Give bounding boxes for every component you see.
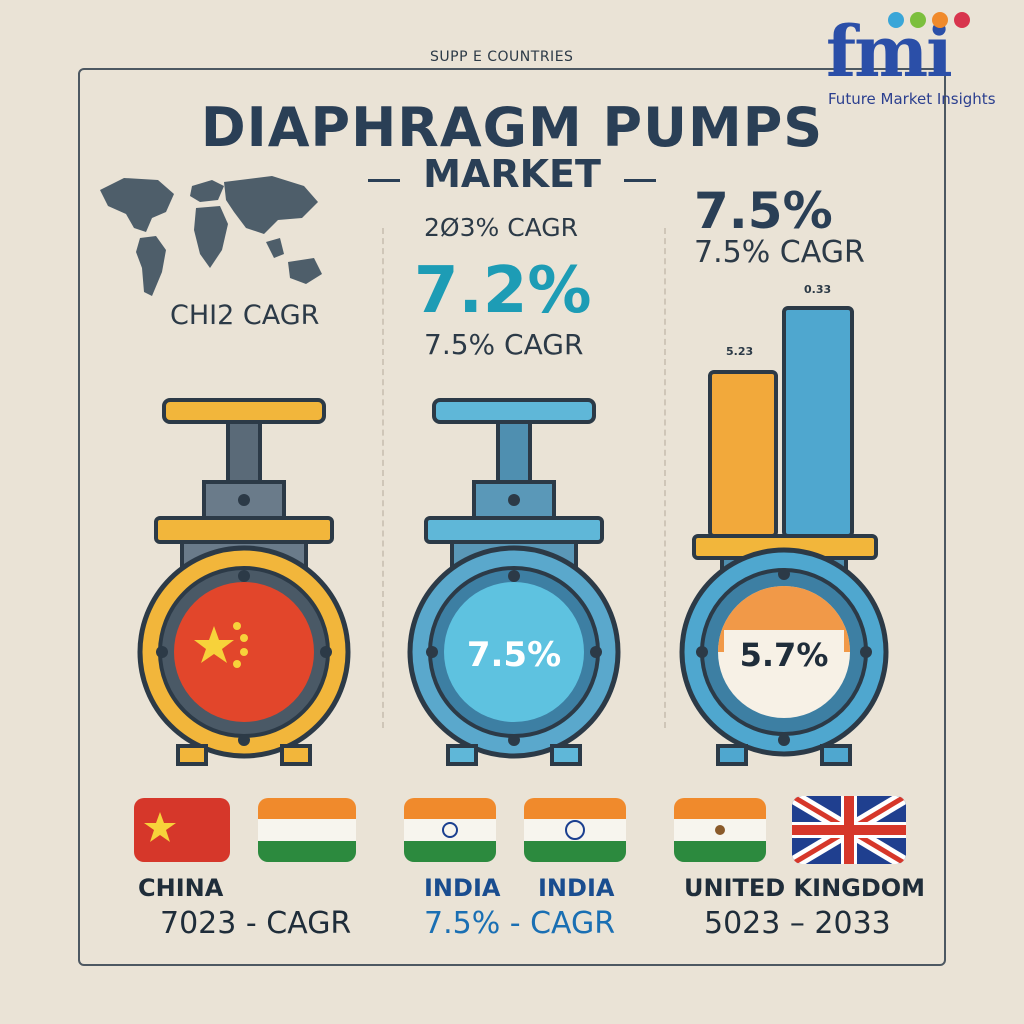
china-star-icon [144, 812, 176, 842]
uk-flag-icon [792, 796, 906, 864]
outer-frame [78, 68, 946, 966]
title-rule-left [368, 179, 400, 182]
page-title: DIAPHRAGM PUMPS [200, 96, 824, 159]
india-valve-icon: 7.5% [407, 398, 621, 766]
uk-valve-icon: 5.7% [679, 306, 889, 766]
right-big-value: 7.5% [694, 182, 833, 240]
period-uk: 5023 – 2033 [704, 906, 891, 941]
right-cagr-text: 7.5% CAGR [694, 235, 865, 270]
middle-big-value: 7.2% [414, 254, 592, 328]
middle-cagr-text: 7.5% CAGR [424, 328, 584, 361]
chakra-icon-2 [565, 820, 585, 841]
bar-label-left: 5.23 [726, 345, 754, 358]
top-label: SUPP E COUNTRIES [424, 49, 580, 65]
label-india-1: INDIA [424, 874, 501, 902]
logo-dot-orange [932, 12, 948, 28]
uk-valve-value: 5.7% [740, 636, 829, 674]
china-valve-icon [137, 398, 351, 766]
left-cagr-text: CHI2 CAGR [170, 300, 320, 331]
india-flag-icon-4 [674, 798, 766, 862]
bar-label-right: 0.33 [804, 283, 832, 296]
logo-dot-green [910, 12, 926, 28]
label-china: CHINA [138, 874, 224, 902]
union-jack-icon [792, 796, 906, 864]
label-uk: UNITED KINGDOM [684, 874, 926, 902]
chakra-icon [442, 822, 458, 839]
divider-left [382, 228, 384, 728]
middle-top-text: 2Ø3% CAGR [424, 213, 579, 242]
logo-name: Future Market Insights [828, 90, 996, 108]
title-rule-right [624, 179, 656, 182]
label-india-2: INDIA [538, 874, 615, 902]
chakra-icon-3 [715, 825, 725, 836]
china-flag-icon [134, 798, 230, 862]
india-valve-value: 7.5% [467, 635, 561, 675]
world-map-icon [100, 176, 322, 296]
page-subtitle: MARKET [423, 152, 601, 196]
logo-dot-blue [888, 12, 904, 28]
india-flag-icon [258, 798, 356, 862]
india-flag-icon-2 [404, 798, 496, 862]
logo-dot-red [954, 12, 970, 28]
divider-right [664, 228, 666, 728]
period-china: 7023 - CAGR [160, 906, 352, 941]
period-india: 7.5% - CAGR [424, 906, 616, 941]
india-flag-icon-3 [524, 798, 626, 862]
